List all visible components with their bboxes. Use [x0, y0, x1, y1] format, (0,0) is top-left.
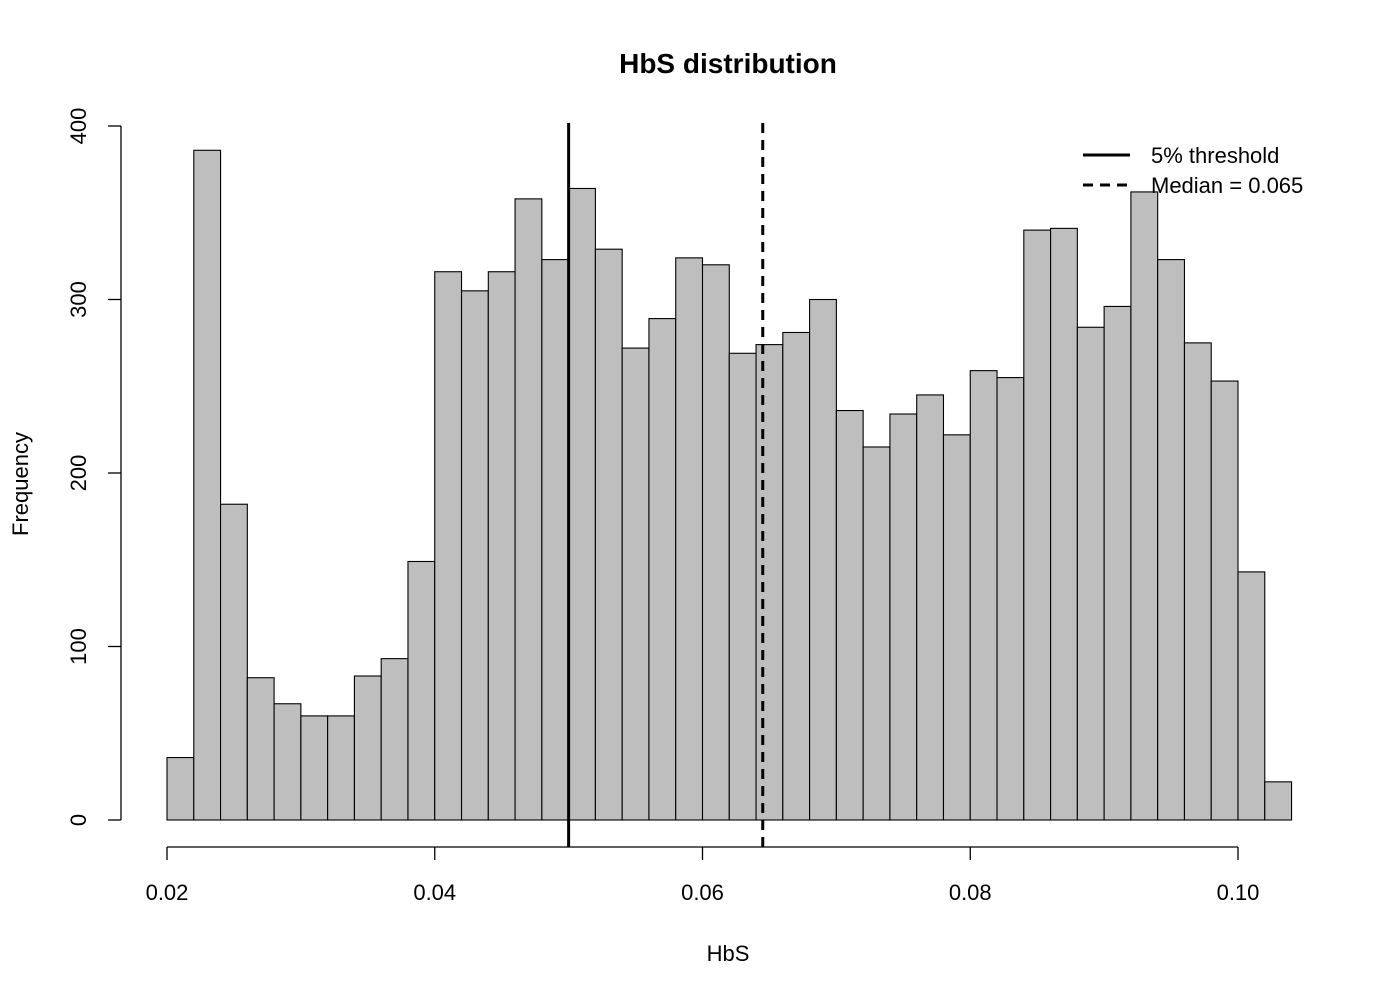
histogram-bar	[434, 271, 463, 821]
histogram-bar	[862, 446, 891, 821]
histogram-bar	[327, 715, 355, 821]
histogram-bar	[782, 331, 811, 821]
y-axis-title: Frequency	[8, 432, 33, 536]
y-tick-label: 0	[66, 814, 91, 826]
histogram-bar	[594, 248, 623, 821]
histogram-bar	[1130, 191, 1159, 821]
y-axis: 0 100 200 300 400	[66, 108, 122, 826]
x-axis: 0.02 0.04 0.06 0.08 0.10	[146, 846, 1260, 905]
histogram-bar	[407, 560, 436, 821]
histogram-bar	[969, 370, 998, 821]
histogram-bar	[1076, 326, 1105, 821]
histogram-bar	[273, 703, 302, 821]
histogram-bar	[220, 503, 248, 821]
histogram-bar	[675, 257, 704, 821]
histogram-bar	[1103, 305, 1132, 821]
histogram-bar	[1157, 259, 1186, 821]
histogram-bar	[541, 259, 570, 821]
legend-label: Median = 0.065	[1151, 173, 1303, 198]
histogram-bar	[166, 756, 195, 821]
x-tick-label: 0.06	[681, 880, 724, 905]
legend-label: 5% threshold	[1151, 143, 1279, 168]
histogram-bar	[621, 347, 650, 821]
histogram-bar	[487, 271, 516, 821]
histogram-bar	[460, 290, 489, 821]
x-tick-label: 0.08	[949, 880, 992, 905]
histogram-bar	[246, 677, 275, 821]
histogram-bar	[1023, 229, 1052, 821]
y-tick-label: 400	[66, 108, 91, 145]
legend: 5% threshold Median = 0.065	[1083, 143, 1303, 198]
histogram-bar	[835, 409, 864, 821]
histogram-bar	[568, 187, 596, 821]
y-tick-label: 300	[66, 281, 91, 318]
reference-lines	[567, 123, 765, 847]
histogram-bar	[916, 394, 945, 821]
histogram-bar	[809, 298, 837, 821]
histogram-bar	[1050, 227, 1078, 821]
histogram-bar	[755, 344, 784, 821]
x-axis-title: HbS	[707, 941, 750, 966]
chart-title: HbS distribution	[619, 48, 837, 79]
x-tick-label: 0.02	[146, 880, 189, 905]
histogram-bar	[353, 675, 382, 821]
histogram-bar	[300, 715, 329, 821]
x-tick-label: 0.04	[413, 880, 456, 905]
y-tick-label: 200	[66, 455, 91, 492]
histogram-bars	[166, 149, 1293, 821]
y-tick-label: 100	[66, 628, 91, 665]
x-tick-label: 0.10	[1217, 880, 1260, 905]
histogram-bar	[514, 198, 543, 821]
histogram-bar	[193, 149, 222, 821]
histogram-bar	[701, 264, 730, 821]
histogram-bar	[380, 658, 409, 821]
histogram-bar	[1237, 571, 1266, 821]
histogram-bar	[1183, 342, 1212, 821]
histogram-bar	[889, 413, 918, 821]
histogram-bar	[728, 352, 757, 821]
histogram-bar	[1210, 380, 1239, 821]
histogram-bar	[996, 377, 1025, 821]
histogram-bar	[1264, 781, 1293, 821]
histogram-bar	[648, 318, 677, 821]
histogram-bar	[942, 434, 971, 821]
